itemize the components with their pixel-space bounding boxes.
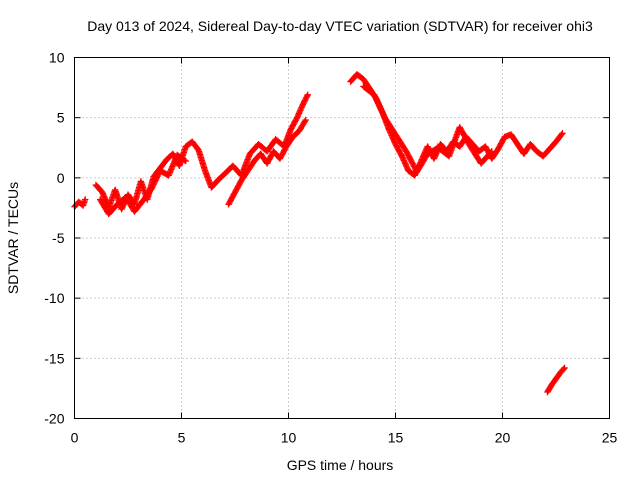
series-arc-7 bbox=[544, 364, 568, 396]
data-point-marker bbox=[301, 97, 309, 104]
data-point-marker bbox=[373, 97, 380, 104]
x-tick-label: 25 bbox=[602, 430, 618, 446]
x-tick-label: 5 bbox=[178, 430, 186, 446]
data-point-marker bbox=[372, 95, 380, 103]
data-point-marker bbox=[378, 108, 386, 116]
data-point-marker bbox=[376, 103, 383, 110]
data-point-marker bbox=[302, 116, 309, 124]
y-tick-label: 5 bbox=[57, 110, 65, 126]
y-tick-label: -20 bbox=[44, 411, 64, 427]
data-point-marker bbox=[304, 91, 311, 99]
data-point-marker bbox=[181, 156, 188, 164]
data-point-marker bbox=[559, 130, 566, 137]
data-point-marker bbox=[82, 196, 89, 203]
data-point-marker bbox=[560, 365, 567, 373]
data-point-marker bbox=[300, 100, 307, 107]
series-arc-4 bbox=[225, 116, 309, 208]
data-point-marker bbox=[182, 157, 189, 165]
grid-lines bbox=[74, 57, 610, 419]
data-point-marker bbox=[379, 110, 386, 117]
y-tick-label: -5 bbox=[52, 230, 65, 246]
y-tick-label: 10 bbox=[49, 50, 65, 66]
x-tick-label: 15 bbox=[388, 430, 404, 446]
data-point-marker bbox=[377, 105, 384, 113]
data-point-marker bbox=[487, 149, 495, 156]
data-point-marker bbox=[374, 100, 382, 107]
data-point-marker bbox=[488, 148, 495, 155]
data-point-marker bbox=[303, 94, 310, 101]
data-point-marker bbox=[302, 95, 309, 103]
y-axis-label: SDTVAR / TECUs bbox=[5, 182, 21, 294]
chart-title: Day 013 of 2024, Sidereal Day-to-day VTE… bbox=[87, 18, 593, 34]
data-point-marker bbox=[561, 364, 568, 372]
y-tick-label: -15 bbox=[44, 350, 64, 366]
x-tick-label: 0 bbox=[71, 430, 79, 446]
y-tick-label: 0 bbox=[57, 170, 65, 186]
data-point-marker bbox=[370, 91, 378, 99]
series-arc-6 bbox=[360, 83, 495, 176]
data-point-marker bbox=[375, 101, 382, 109]
data-point-marker bbox=[303, 93, 311, 100]
axis-ticks: 0 5 10 15 20 25 -20 -15 -10 -5 0 5 10 bbox=[44, 50, 617, 446]
series-arc-3 bbox=[96, 151, 189, 218]
data-point-marker bbox=[300, 98, 308, 106]
data-point-marker bbox=[558, 131, 565, 138]
data-point-marker bbox=[372, 94, 379, 101]
x-axis-label: GPS time / hours bbox=[287, 457, 394, 473]
data-point-marker bbox=[378, 107, 385, 114]
data-point-marker bbox=[380, 111, 387, 119]
data-point-marker bbox=[374, 98, 381, 106]
data-point-marker bbox=[376, 104, 384, 111]
data-point-marker bbox=[371, 93, 378, 100]
x-tick-label: 10 bbox=[281, 430, 297, 446]
data-point-marker bbox=[301, 118, 309, 125]
data-points bbox=[71, 71, 568, 396]
y-tick-label: -10 bbox=[44, 290, 64, 306]
x-tick-label: 20 bbox=[495, 430, 511, 446]
